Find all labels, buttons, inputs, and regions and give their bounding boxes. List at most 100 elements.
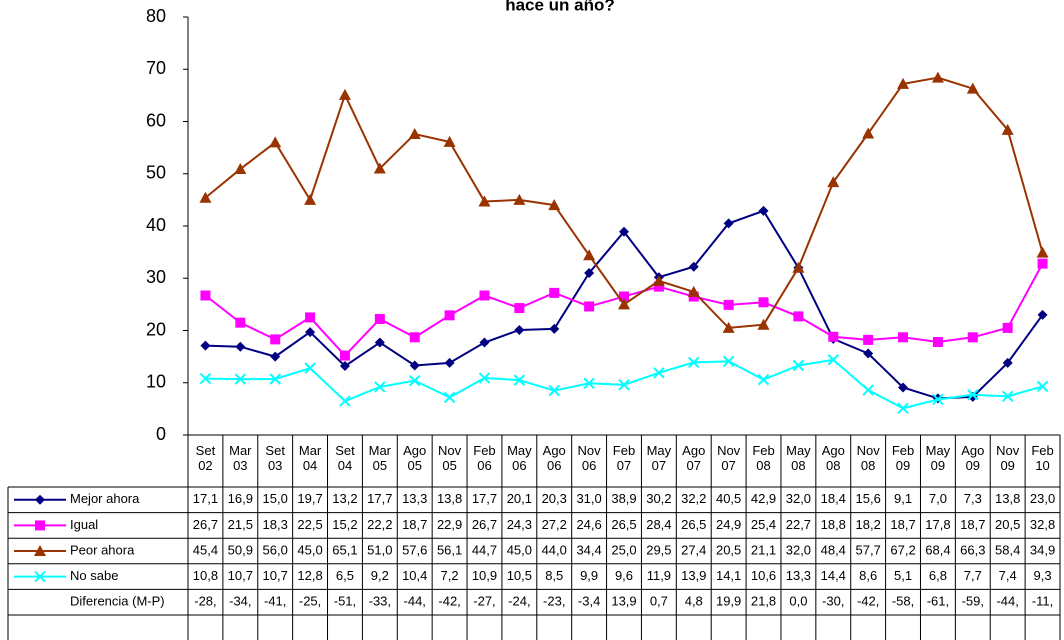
marker	[687, 285, 700, 297]
table-cell: 18,4	[821, 491, 846, 506]
marker	[722, 321, 735, 333]
marker	[549, 323, 560, 334]
marker	[339, 350, 350, 361]
marker	[409, 360, 420, 371]
marker	[199, 372, 212, 385]
y-tick-label: 20	[146, 319, 166, 339]
table-cell: 7,4	[999, 568, 1017, 583]
table-cell: 17,1	[193, 491, 218, 506]
table-cell: 30,2	[646, 491, 671, 506]
x-tick-label: Feb 07	[612, 443, 636, 473]
table-cell: 26,7	[193, 517, 218, 532]
table-cell: 19,9	[716, 594, 741, 609]
table-cell: 13,8	[437, 491, 462, 506]
marker	[270, 351, 281, 362]
table-cell: 18,7	[402, 517, 427, 532]
table-cell: 24,3	[507, 517, 532, 532]
table-cell: 18,7	[890, 517, 915, 532]
marker	[931, 71, 944, 83]
marker	[722, 355, 735, 368]
table-cell: 24,6	[576, 517, 601, 532]
marker	[792, 261, 805, 273]
table-cell: 32,0	[786, 491, 811, 506]
marker	[618, 379, 630, 391]
marker	[932, 336, 943, 347]
table-cell: 51,0	[367, 542, 392, 557]
table-cell: 26,5	[681, 517, 706, 532]
table-cell: 4,8	[685, 594, 703, 609]
marker	[1037, 309, 1048, 320]
marker	[34, 545, 46, 556]
marker	[269, 136, 282, 148]
table-cell: -42,	[438, 594, 460, 609]
x-tick-label: Ago 08	[821, 443, 845, 473]
marker	[1002, 322, 1013, 333]
table-cell: 13,9	[611, 594, 636, 609]
table-cell: 27,2	[542, 517, 567, 532]
table-cell: 18,7	[960, 517, 985, 532]
table-cell: 27,4	[681, 542, 706, 557]
marker	[235, 317, 246, 328]
table-cell: 10,4	[402, 568, 427, 583]
table-cell: 65,1	[332, 542, 357, 557]
table-cell: 22,2	[367, 517, 392, 532]
table-cell: 26,7	[472, 517, 497, 532]
table-cell: 20,3	[542, 491, 567, 506]
marker	[967, 332, 978, 343]
marker	[584, 268, 595, 279]
table-cell: 28,4	[646, 517, 671, 532]
table-cell: 24,9	[716, 517, 741, 532]
table-cell: 48,4	[821, 542, 846, 557]
table-cell: 22,5	[297, 517, 322, 532]
marker	[827, 176, 840, 188]
legend-label: Peor ahora	[70, 542, 135, 557]
marker	[967, 389, 979, 401]
marker	[478, 195, 491, 207]
marker	[374, 337, 385, 348]
x-tick-label: Ago 07	[682, 443, 706, 473]
table-cell: 67,2	[890, 542, 915, 557]
marker	[688, 356, 700, 369]
marker	[757, 318, 770, 330]
table-cell: 56,0	[263, 542, 288, 557]
table-cell: 32,0	[786, 542, 811, 557]
table-cell: 7,2	[441, 568, 459, 583]
table-cell: 18,3	[263, 517, 288, 532]
table-cell: 29,5	[646, 542, 671, 557]
marker	[827, 354, 839, 366]
marker	[792, 359, 805, 372]
marker	[479, 290, 490, 301]
y-tick-label: 60	[146, 110, 166, 130]
y-tick-label: 0	[156, 424, 166, 444]
marker	[618, 298, 630, 310]
table-cell: 50,9	[228, 542, 253, 557]
table-cell: 9,9	[580, 568, 598, 583]
x-tick-label: Nov 08	[856, 443, 880, 473]
table-cell: 8,5	[545, 568, 563, 583]
marker	[35, 494, 45, 505]
table-cell: 7,0	[929, 491, 947, 506]
marker	[583, 377, 595, 389]
marker	[1036, 246, 1049, 258]
marker	[862, 384, 874, 396]
marker	[234, 163, 247, 175]
x-tick-label: Nov 05	[438, 443, 462, 473]
table-cell: -28,	[194, 594, 216, 609]
x-tick-label: Ago 06	[542, 443, 566, 473]
table-cell: -51,	[334, 594, 356, 609]
table-cell: 15,6	[856, 491, 881, 506]
marker	[444, 310, 455, 321]
marker	[757, 373, 770, 386]
x-tick-label: Feb 08	[752, 443, 775, 473]
legend-label: Mejor ahora	[70, 491, 140, 506]
table-cell: 20,1	[507, 491, 532, 506]
x-tick-label: Set 02	[195, 443, 216, 473]
table-cell: 45,4	[193, 542, 218, 557]
marker	[828, 331, 839, 342]
marker	[374, 314, 385, 325]
marker	[619, 226, 629, 237]
marker	[514, 324, 525, 335]
x-tick-label: May 06	[507, 443, 532, 473]
